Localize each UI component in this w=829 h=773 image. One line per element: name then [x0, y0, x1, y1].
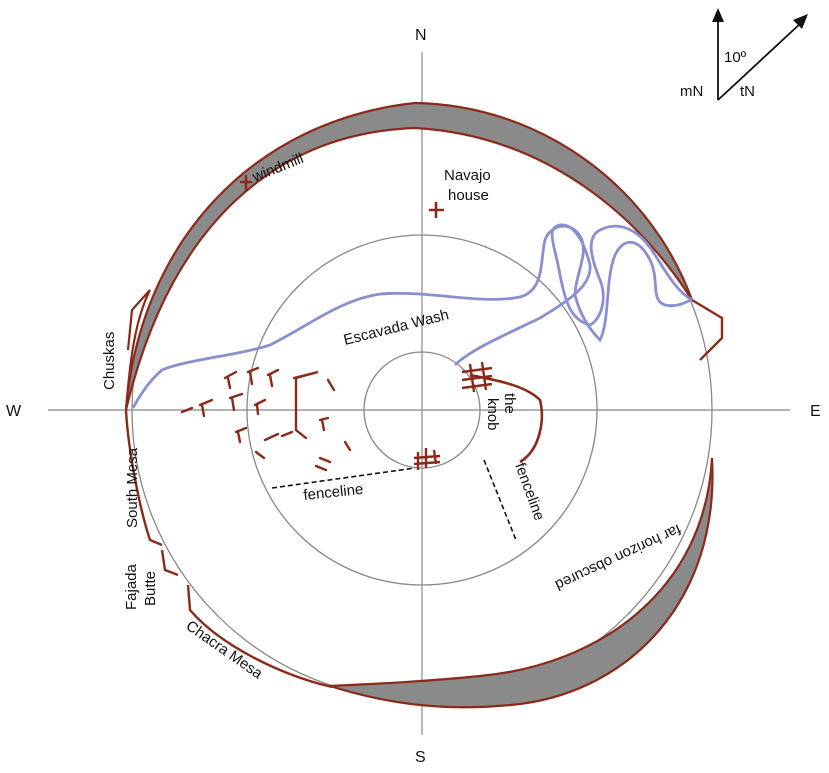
- knob-structure: [461, 361, 493, 393]
- escavada-wash-branch: [454, 223, 693, 367]
- fajada-butte-label-2: Butte: [142, 571, 159, 606]
- navajo-house-marker: [428, 201, 445, 219]
- chacra-mesa-label: Chacra Mesa: [183, 617, 266, 682]
- inner-circle: [363, 351, 481, 469]
- chuskas-label: Chuskas: [101, 332, 118, 390]
- fenceline-right-line: [483, 459, 517, 541]
- windmill-marker: [239, 174, 253, 192]
- south-label: S: [415, 749, 426, 766]
- east-ridge-mark: [691, 298, 724, 361]
- north-horizon-band: [124, 101, 694, 411]
- north-arrow: [712, 8, 808, 101]
- far-horizon-label: far horizon obscured: [552, 520, 683, 593]
- south-mesa-ridge: [124, 409, 163, 547]
- fenceline-left-label: fenceline: [303, 481, 364, 504]
- south-mesa-label: South Mesa: [124, 447, 141, 528]
- middle-circle: [246, 234, 598, 586]
- chuskas-ridge: [124, 289, 151, 411]
- navajo-house-label-2: house: [448, 187, 489, 204]
- north-arrow-magnetic: mN: [680, 83, 703, 100]
- north-arrow-true: tN: [740, 83, 755, 100]
- chacra-mesa-ridge: [186, 584, 333, 689]
- fenceline-left-line: [271, 467, 416, 489]
- feature-ticks: [180, 366, 352, 472]
- the-knob-label-1: the: [501, 393, 518, 414]
- north-arrow-angle: 10º: [724, 49, 747, 66]
- north-label: N: [415, 27, 427, 44]
- west-label: W: [6, 403, 22, 420]
- navajo-house-label-1: Navajo: [444, 167, 491, 184]
- center-structure: [413, 448, 441, 470]
- escavada-wash-label: Escavada Wash: [342, 306, 451, 349]
- fenceline-right-label: fenceline: [511, 461, 548, 523]
- fajada-butte-label-1: Fajada: [123, 563, 140, 610]
- fajada-butte-ridge: [160, 549, 179, 577]
- the-knob-ridge: [469, 373, 544, 464]
- east-label: E: [810, 403, 821, 420]
- the-knob-label-2: knob: [484, 398, 501, 431]
